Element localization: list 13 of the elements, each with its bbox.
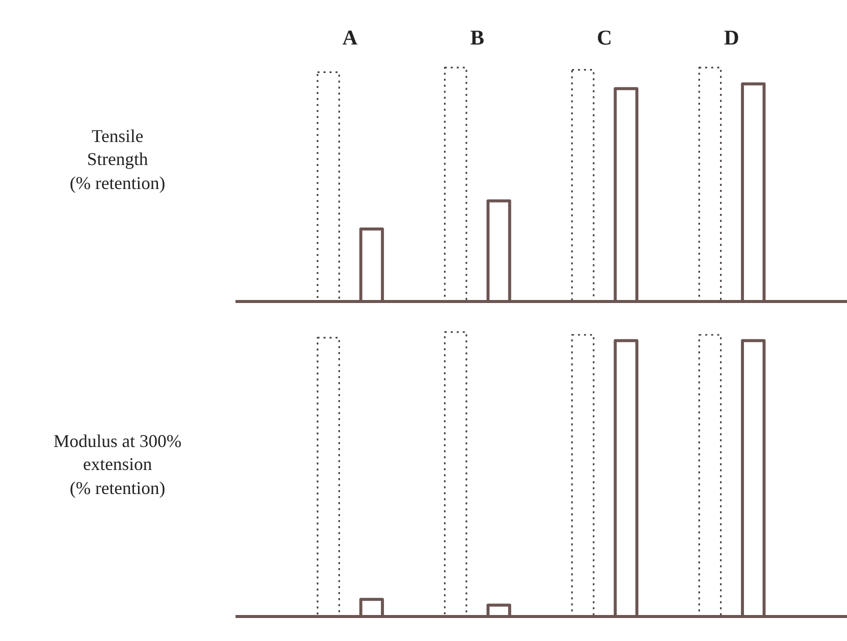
bar [316,336,340,616]
x-tick-label: B [470,26,484,50]
x-tick-label: A [342,26,358,50]
bar [698,334,722,616]
bar [698,66,722,302]
y-axis-title: Modulus at 300% extension (% retention) [54,430,182,500]
bar [444,66,468,302]
bar [571,69,594,302]
y-axis-title: Tensile Strength (% retention) [70,125,166,195]
bar [444,331,468,616]
x-tick-label: C [596,26,612,50]
x-tick-label: D [724,26,740,50]
bar [571,334,594,616]
